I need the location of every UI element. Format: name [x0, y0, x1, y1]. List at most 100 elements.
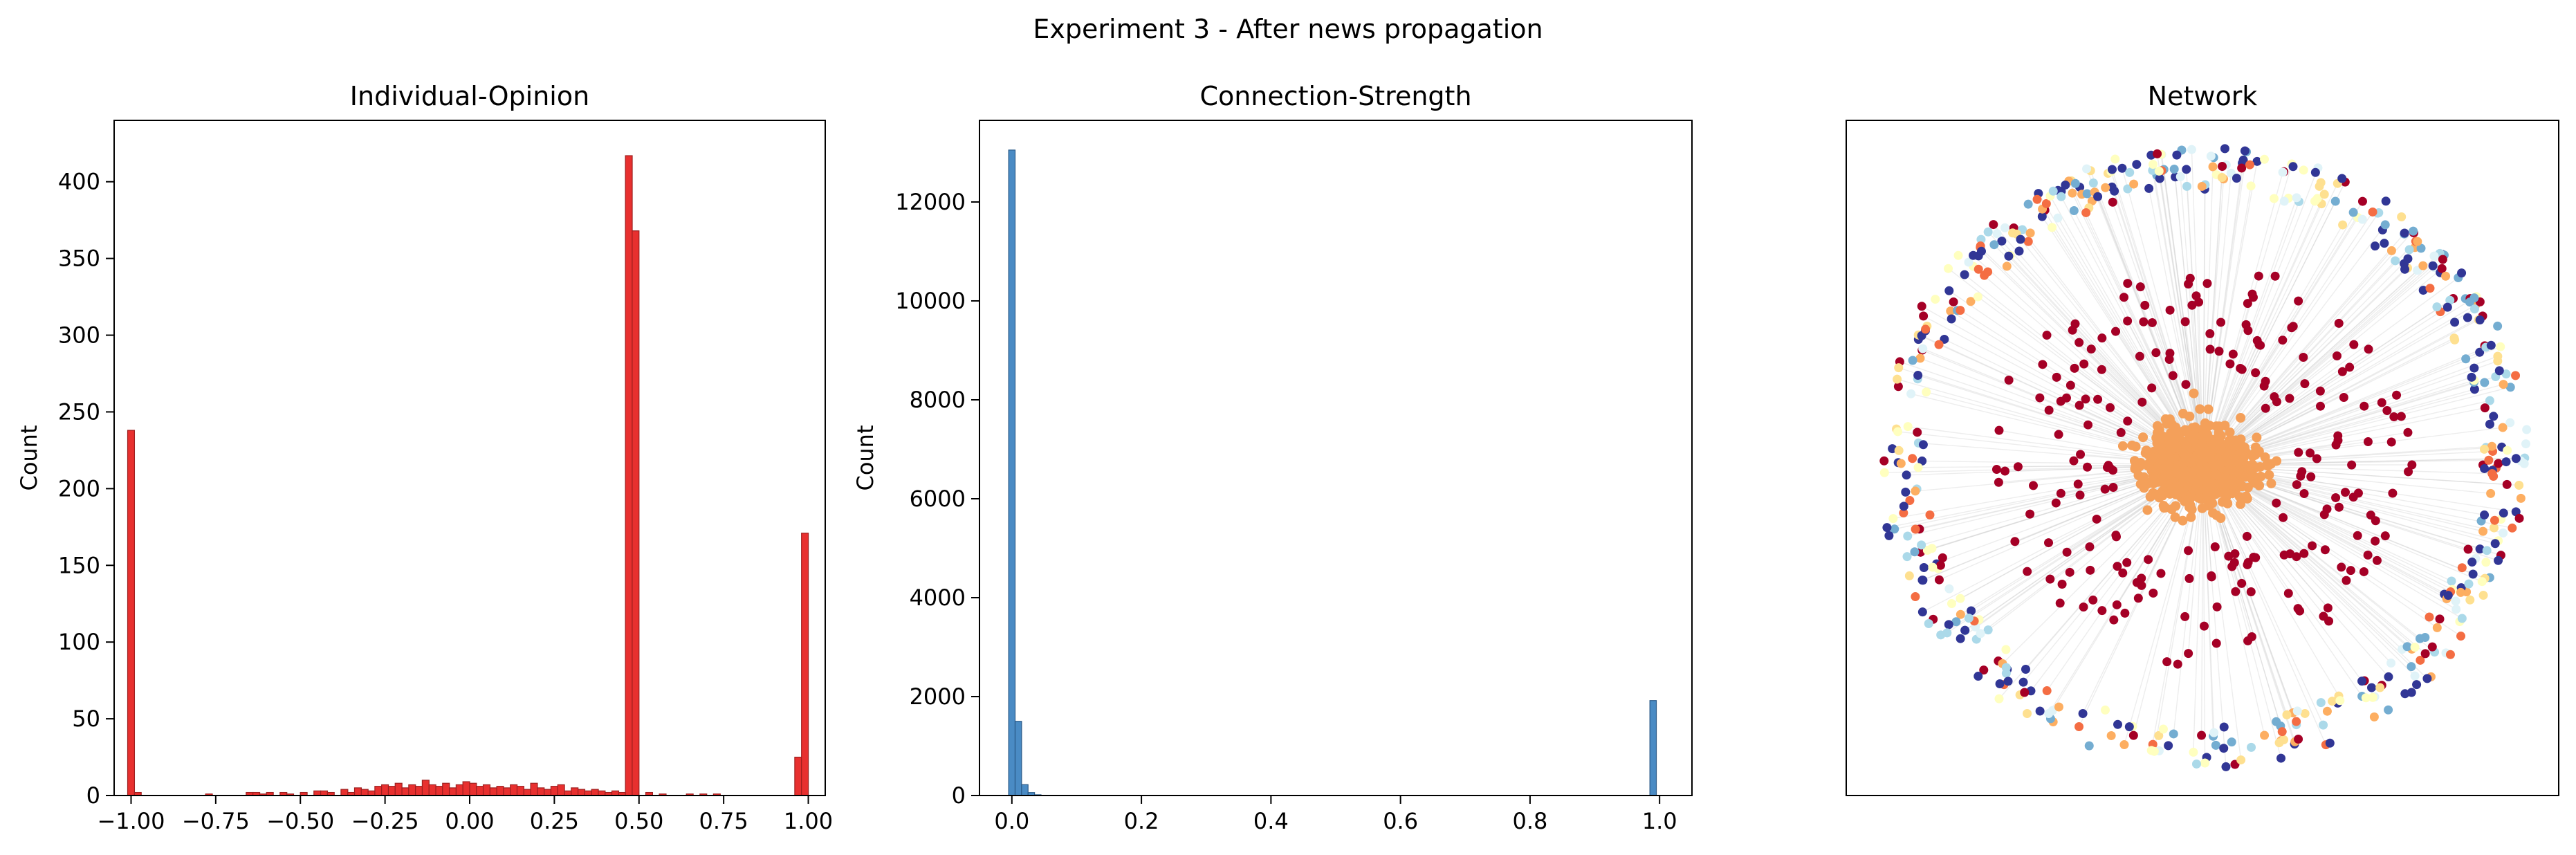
- network-node-ring: [1904, 571, 1914, 580]
- network-node-mid: [2312, 454, 2321, 463]
- network-node-mid: [2075, 490, 2085, 500]
- opinion-y-tick-label: 150: [58, 552, 100, 578]
- network-node-ring: [1942, 628, 1952, 638]
- network-node-ring: [2035, 706, 2045, 716]
- network-node-ring: [2020, 688, 2030, 697]
- network-node-ring: [1919, 311, 1929, 321]
- network-node-mid: [2320, 545, 2330, 555]
- network-node-ring: [2247, 742, 2256, 752]
- network-node-ring: [2494, 459, 2503, 468]
- network-node-core: [2159, 503, 2169, 513]
- network-node-mid: [2248, 293, 2258, 302]
- network-node-ring: [2054, 702, 2063, 712]
- network-node-ring: [2149, 160, 2158, 169]
- network-node-mid: [2180, 317, 2190, 327]
- network-node-ring: [2450, 318, 2460, 327]
- network-node-ring: [1969, 250, 1978, 260]
- network-node-ring: [2429, 251, 2439, 261]
- network-node-mid: [2079, 603, 2088, 612]
- network-node-ring: [2456, 587, 2465, 597]
- network-node-ring: [2357, 196, 2367, 206]
- opinion-bar: [537, 787, 545, 796]
- network-node-mid: [2132, 578, 2142, 587]
- network-node-ring: [2357, 677, 2367, 686]
- network-node-core: [2186, 512, 2196, 522]
- opinion-x-tick-label: 0.25: [530, 808, 579, 834]
- network-node-mid: [2364, 344, 2373, 354]
- network-node-mid: [2207, 571, 2216, 580]
- opinion-chart-title: Individual-Opinion: [350, 81, 589, 111]
- network-node-ring: [2113, 719, 2122, 729]
- network-node-ring: [2016, 235, 2025, 244]
- network-node-ring: [1911, 486, 1920, 496]
- network-edge: [2036, 199, 2204, 466]
- network-node-mid: [2382, 406, 2392, 416]
- network-edge: [2072, 192, 2204, 466]
- network-node-ring: [1935, 560, 1945, 570]
- network-node-ring: [2208, 162, 2218, 172]
- network-node-core: [2168, 426, 2178, 436]
- network-node-mid: [2147, 383, 2157, 393]
- strength-axes: 0.0 0.2 0.4 0.6 0.8 1.0 0 2000 4000 6000 8000 10000…: [895, 189, 1677, 834]
- network-edge: [2202, 464, 2324, 726]
- network-node-mid: [2334, 502, 2344, 512]
- network-node-ring: [1918, 576, 1928, 585]
- network-node-ring: [2402, 642, 2412, 652]
- network-node-ring: [1908, 356, 1917, 365]
- opinion-bars: [127, 155, 809, 796]
- network-node-ring: [2070, 178, 2080, 188]
- network-node-ring: [2220, 144, 2229, 154]
- network-edge: [2202, 267, 2435, 466]
- network-node-ring: [2522, 425, 2532, 434]
- network-node-core: [2153, 446, 2164, 457]
- opinion-x-tick-label: −0.25: [351, 808, 419, 834]
- opinion-bar: [489, 787, 497, 796]
- network-edge: [2086, 212, 2204, 466]
- network-node-ring: [2189, 747, 2198, 757]
- strength-y-tick-label: 4000: [910, 585, 966, 611]
- network-node-ring: [2490, 523, 2499, 533]
- network-node-ring: [2260, 730, 2270, 740]
- network-node-mid: [2380, 531, 2390, 541]
- network-node-mid: [2372, 555, 2382, 565]
- network-node-ring: [2487, 441, 2496, 451]
- network-node-mid: [2052, 372, 2061, 382]
- network-node-ring: [2477, 577, 2487, 587]
- network-node-mid: [2108, 483, 2118, 493]
- network-node-mid: [2070, 363, 2079, 373]
- opinion-y-tick-label: 250: [58, 398, 100, 425]
- network-node-ring: [2279, 196, 2289, 206]
- network-node-ring: [2511, 371, 2521, 380]
- network-edge: [2202, 464, 2288, 715]
- opinion-bar: [469, 782, 477, 796]
- network-node-mid: [2231, 587, 2241, 596]
- network-node-mid: [2076, 450, 2086, 459]
- network-nodes: [1879, 144, 2532, 771]
- network-edge: [2202, 277, 2459, 466]
- network-node-core: [2171, 442, 2182, 452]
- network-node-ring: [1917, 331, 1926, 340]
- network-node-ring: [2074, 722, 2084, 732]
- network-node-mid: [2214, 347, 2224, 356]
- network-node-ring: [2319, 720, 2328, 730]
- network-node-ring: [2381, 196, 2391, 206]
- network-node-core: [2142, 505, 2153, 515]
- network-node-ring: [1902, 470, 1911, 480]
- network-edge: [2202, 201, 2316, 466]
- network-node-ring: [2200, 758, 2210, 768]
- network-node-ring: [2467, 558, 2477, 567]
- network-node-ring: [2310, 167, 2320, 177]
- network-node-ring: [2312, 194, 2322, 203]
- network-node-ring: [2457, 563, 2467, 573]
- network-node-ring: [2158, 724, 2168, 734]
- opinion-bar: [428, 784, 436, 796]
- network-edge: [2158, 171, 2204, 466]
- network-node-ring: [2514, 513, 2524, 523]
- network-node-ring: [2338, 220, 2348, 230]
- network-node-ring: [1917, 607, 1927, 617]
- network-node-mid: [2181, 380, 2191, 389]
- network-node-ring: [2048, 223, 2057, 232]
- network-node-ring: [2169, 164, 2179, 174]
- network-node-mid: [2097, 333, 2107, 343]
- network-node-ring: [1995, 679, 2005, 688]
